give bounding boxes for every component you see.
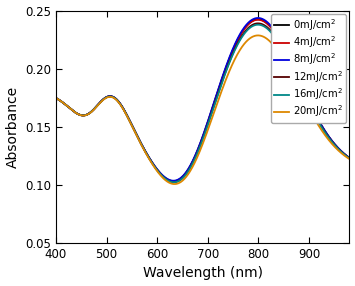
20mJ/cm$^2$ xyxy=(172,182,176,186)
8mJ/cm$^2$ xyxy=(347,156,351,160)
20mJ/cm$^2$ xyxy=(181,178,186,182)
Line: 4mJ/cm$^2$: 4mJ/cm$^2$ xyxy=(56,20,349,181)
8mJ/cm$^2$ xyxy=(54,96,58,100)
4mJ/cm$^2$ xyxy=(54,96,58,100)
4mJ/cm$^2$ xyxy=(181,174,186,178)
20mJ/cm$^2$ xyxy=(103,97,108,100)
4mJ/cm$^2$ xyxy=(347,156,351,160)
16mJ/cm$^2$ xyxy=(181,176,186,179)
0mJ/cm$^2$ xyxy=(171,179,176,183)
20mJ/cm$^2$ xyxy=(256,34,260,37)
0mJ/cm$^2$ xyxy=(54,96,58,100)
20mJ/cm$^2$ xyxy=(93,107,97,110)
Line: 16mJ/cm$^2$: 16mJ/cm$^2$ xyxy=(56,25,349,182)
20mJ/cm$^2$ xyxy=(208,121,213,124)
8mJ/cm$^2$ xyxy=(181,174,186,177)
0mJ/cm$^2$ xyxy=(347,156,351,160)
0mJ/cm$^2$ xyxy=(208,113,213,116)
20mJ/cm$^2$ xyxy=(347,157,351,161)
Legend: 0mJ/cm$^2$, 4mJ/cm$^2$, 8mJ/cm$^2$, 12mJ/cm$^2$, 16mJ/cm$^2$, 20mJ/cm$^2$: 0mJ/cm$^2$, 4mJ/cm$^2$, 8mJ/cm$^2$, 12mJ… xyxy=(271,13,346,123)
12mJ/cm$^2$ xyxy=(54,96,58,100)
8mJ/cm$^2$ xyxy=(208,112,213,115)
0mJ/cm$^2$ xyxy=(256,18,260,21)
8mJ/cm$^2$ xyxy=(171,179,176,182)
8mJ/cm$^2$ xyxy=(214,93,219,96)
12mJ/cm$^2$ xyxy=(171,180,176,184)
20mJ/cm$^2$ xyxy=(54,96,58,100)
8mJ/cm$^2$ xyxy=(93,106,97,110)
X-axis label: Wavelength (nm): Wavelength (nm) xyxy=(143,267,263,281)
4mJ/cm$^2$ xyxy=(208,113,213,116)
0mJ/cm$^2$ xyxy=(103,96,108,100)
Y-axis label: Absorbance: Absorbance xyxy=(6,86,20,168)
4mJ/cm$^2$ xyxy=(171,180,176,183)
16mJ/cm$^2$ xyxy=(172,180,176,184)
4mJ/cm$^2$ xyxy=(103,96,108,100)
12mJ/cm$^2$ xyxy=(256,22,260,25)
Line: 0mJ/cm$^2$: 0mJ/cm$^2$ xyxy=(56,19,349,181)
16mJ/cm$^2$ xyxy=(256,23,260,26)
12mJ/cm$^2$ xyxy=(208,115,213,118)
0mJ/cm$^2$ xyxy=(214,94,219,97)
Line: 20mJ/cm$^2$: 20mJ/cm$^2$ xyxy=(56,35,349,184)
16mJ/cm$^2$ xyxy=(347,157,351,160)
16mJ/cm$^2$ xyxy=(103,96,108,100)
16mJ/cm$^2$ xyxy=(208,116,213,119)
12mJ/cm$^2$ xyxy=(93,107,97,110)
16mJ/cm$^2$ xyxy=(54,96,58,100)
0mJ/cm$^2$ xyxy=(181,174,186,178)
16mJ/cm$^2$ xyxy=(93,107,97,110)
16mJ/cm$^2$ xyxy=(214,97,219,100)
0mJ/cm$^2$ xyxy=(153,165,157,168)
12mJ/cm$^2$ xyxy=(181,176,186,179)
0mJ/cm$^2$ xyxy=(93,106,97,110)
12mJ/cm$^2$ xyxy=(153,165,157,169)
4mJ/cm$^2$ xyxy=(153,165,157,168)
12mJ/cm$^2$ xyxy=(347,156,351,160)
4mJ/cm$^2$ xyxy=(256,18,260,21)
20mJ/cm$^2$ xyxy=(214,104,219,107)
8mJ/cm$^2$ xyxy=(256,16,260,20)
8mJ/cm$^2$ xyxy=(153,164,157,168)
Line: 12mJ/cm$^2$: 12mJ/cm$^2$ xyxy=(56,23,349,182)
12mJ/cm$^2$ xyxy=(103,96,108,100)
20mJ/cm$^2$ xyxy=(153,166,157,170)
12mJ/cm$^2$ xyxy=(214,96,219,100)
16mJ/cm$^2$ xyxy=(153,165,157,169)
Line: 8mJ/cm$^2$: 8mJ/cm$^2$ xyxy=(56,18,349,181)
8mJ/cm$^2$ xyxy=(103,96,108,99)
4mJ/cm$^2$ xyxy=(214,94,219,98)
4mJ/cm$^2$ xyxy=(93,106,97,110)
